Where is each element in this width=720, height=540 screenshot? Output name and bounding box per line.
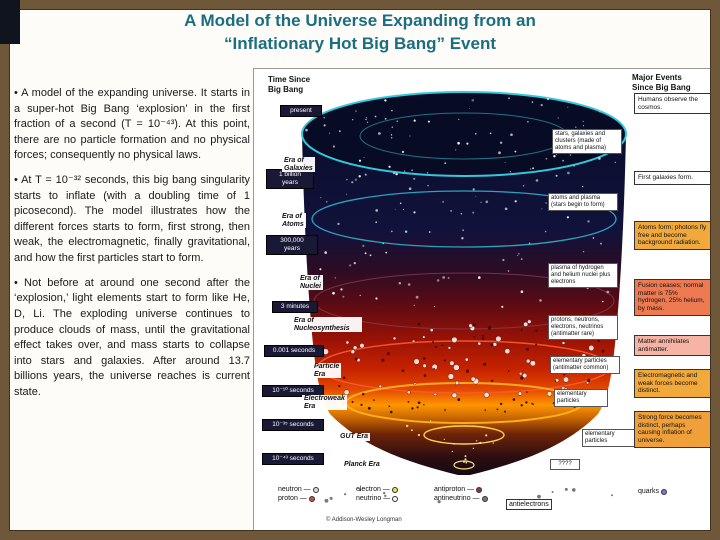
corner-decoration: [0, 0, 20, 44]
label-antielectrons: antielectrons: [506, 499, 552, 511]
era-nucleosynthesis: Era of Nucleosynthesis: [292, 317, 362, 333]
label-neutron: neutron —: [278, 486, 311, 493]
stage-protons-neutrons: protons, neutrons, electrons, neutrinos …: [548, 315, 618, 340]
era-atoms: Era of Atoms: [280, 213, 306, 229]
stage-plasma-hydrogen-helium: plasma of hydrogen and helium nuclei plu…: [548, 263, 618, 288]
stage-atoms-and-plasma: atoms and plasma (stars begin to form): [548, 193, 618, 211]
label-proton: proton —: [278, 495, 307, 503]
time-present: present: [280, 105, 322, 117]
label-antiproton: antiproton —: [434, 486, 475, 493]
label-neutrino: neutrino —: [356, 495, 391, 503]
event-atoms-form: Atoms form; photons fly free and become …: [634, 221, 712, 250]
copyright-credit: © Addison-Wesley Longman: [326, 517, 402, 523]
body-text: • A model of the expanding universe. It …: [14, 86, 250, 410]
legend-antielectrons: antielectrons: [506, 499, 552, 511]
time-3-minutes: 3 minutes: [272, 301, 318, 313]
time-10-minus-43-seconds: 10⁻⁴³ seconds: [262, 453, 324, 465]
era-planck: Planck Era: [342, 461, 382, 469]
stage-elementary-antimatter-common: elementary particles (antimatter common): [550, 356, 620, 374]
event-fusion-ceases: Fusion ceases; normal matter is 75% hydr…: [634, 279, 712, 316]
label-quarks: quarks: [638, 488, 660, 495]
era-galaxies: Era of Galaxies: [282, 157, 315, 173]
electron-dot-icon: [391, 486, 398, 493]
header-major-events: Major Events Since Big Bang: [632, 73, 691, 92]
title-line-2: “Inflationary Hot Big Bang” Event: [223, 33, 497, 53]
stage-elementary-particles-2: elementary particles: [582, 429, 636, 447]
antineutrino-dot-icon: [481, 496, 488, 503]
stage-unknown: ????: [550, 459, 580, 470]
era-gut: GUT Era: [338, 433, 371, 441]
bullet-3: • Not before at around one second after …: [14, 276, 250, 398]
header-time-since-big-bang: Time Since Big Bang: [268, 75, 311, 94]
stage-elementary-particles-1: elementary particles: [554, 389, 608, 407]
time-10-minus-35-seconds: 10⁻³⁵ seconds: [262, 419, 324, 431]
antiproton-dot-icon: [476, 486, 483, 493]
legend-neutron-proton: neutron — proton —: [278, 485, 319, 504]
top-rim-ellipse: [301, 91, 627, 177]
label-antineutrino: antineutrino —: [434, 495, 480, 503]
cone-body: [302, 134, 626, 475]
big-bang-diagram: Time Since Big Bang Major Events Since B…: [253, 68, 714, 538]
ring-yellow-small: [423, 425, 505, 445]
legend-electron-neutrino: electron — neutrino —: [356, 485, 399, 504]
proton-dot-icon: [308, 496, 315, 503]
label-electron: electron —: [356, 486, 390, 493]
time-0001-seconds: 0.001 seconds: [264, 345, 324, 357]
event-first-galaxies: First galaxies form.: [634, 171, 712, 185]
bullet-1: • A model of the expanding universe. It …: [14, 87, 250, 162]
event-humans-observe: Humans observe the cosmos.: [634, 93, 712, 115]
quark-dot-icon: [661, 488, 668, 495]
page-title: A Model of the Universe Expanding from a…: [110, 10, 610, 56]
neutrino-dot-icon: [392, 496, 399, 503]
universe-cone-illustration: [301, 91, 627, 504]
era-particle: Particle Era: [312, 363, 342, 379]
stage-stars-galaxies-clusters: stars, galaxies and clusters (made of at…: [552, 129, 622, 154]
event-strong-force-distinct: Strong force becomes distinct, perhaps c…: [634, 411, 712, 448]
era-electroweak: Electroweak Era: [302, 395, 347, 411]
event-matter-annihilates: Matter annihilates antimatter.: [634, 335, 712, 357]
time-300000-years: 300,000 years: [266, 235, 318, 255]
time-10-minus-10-seconds: 10⁻¹⁰ seconds: [262, 385, 324, 397]
era-nuclei: Era of Nuclei: [298, 275, 324, 291]
legend-antiproton-antineutrino: antiproton — antineutrino —: [434, 485, 488, 504]
ring-teal: [311, 190, 617, 248]
legend-quarks: quarks: [638, 487, 668, 496]
event-electroweak-distinct: Electromagnetic and weak forces become d…: [634, 369, 712, 398]
neutron-dot-icon: [312, 486, 319, 493]
title-line-1: A Model of the Universe Expanding from a…: [184, 11, 536, 30]
bullet-2: • At T = 10⁻³² seconds, this big bang si…: [14, 174, 250, 265]
